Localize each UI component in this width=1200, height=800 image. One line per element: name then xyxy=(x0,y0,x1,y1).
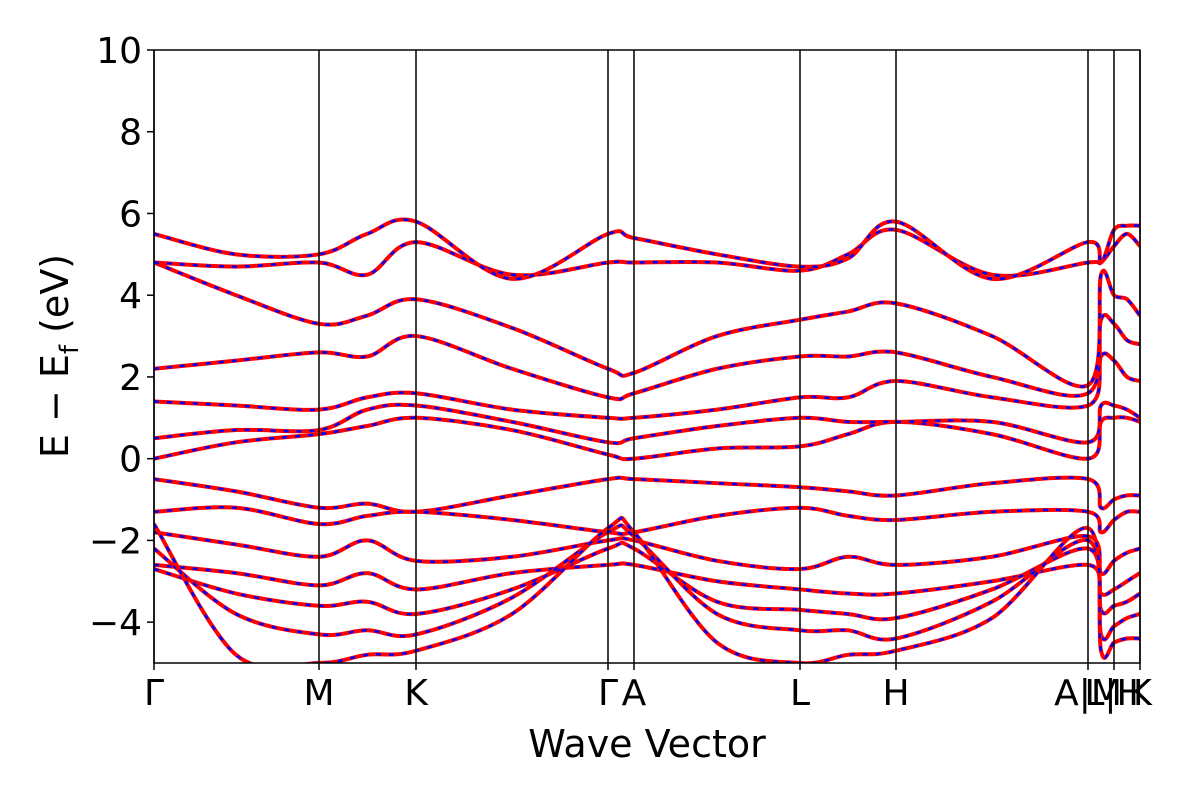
band-line xyxy=(154,351,1140,421)
y-tick-label: 8 xyxy=(119,113,142,154)
band-line-overlay xyxy=(154,261,1140,388)
x-tick-label: Γ xyxy=(598,673,618,714)
band-line-overlay xyxy=(154,352,1140,421)
y-label-main: E − E xyxy=(33,354,77,458)
x-axis-label: Wave Vector xyxy=(528,722,766,766)
band-line-overlay xyxy=(154,401,1140,445)
x-tick-label: M xyxy=(303,673,334,714)
band-line xyxy=(154,227,1140,278)
band-line xyxy=(154,515,1140,663)
y-label-sub: f xyxy=(55,344,85,354)
band-line-overlay xyxy=(154,228,1140,278)
band-line-overlay xyxy=(154,313,1140,401)
x-tick-label: K xyxy=(1128,673,1153,714)
band-line-overlay xyxy=(154,476,1140,514)
y-axis-label: E − Ef (eV) xyxy=(33,254,85,458)
y-tick-label: 10 xyxy=(96,31,142,72)
x-tick-label: Γ xyxy=(144,673,164,714)
band-line-overlay xyxy=(154,530,1140,576)
x-tick-label: A xyxy=(622,673,647,714)
plot-frame xyxy=(153,49,1141,664)
x-tick-label: K xyxy=(404,673,429,714)
x-tick-label: L xyxy=(790,673,810,714)
y-tick-label: 2 xyxy=(119,358,142,399)
y-tick-label: −2 xyxy=(89,521,142,562)
band-line xyxy=(154,312,1140,402)
bands xyxy=(154,217,1140,663)
band-line xyxy=(154,217,1140,281)
y-tick-label: 4 xyxy=(119,276,142,317)
band-line-overlay xyxy=(154,541,1140,621)
x-tick-label: L|H xyxy=(1084,673,1143,714)
band-line-overlay xyxy=(154,516,1140,663)
y-tick-label: −4 xyxy=(89,603,142,644)
y-label-unit: (eV) xyxy=(33,254,77,345)
y-tick-label: 6 xyxy=(119,194,142,235)
band-line-overlay xyxy=(154,506,1140,536)
y-tick-label: 0 xyxy=(119,440,142,481)
band-line-overlay xyxy=(154,218,1140,281)
x-tick-label: H xyxy=(882,673,909,714)
x-tick-label: A|M xyxy=(1054,673,1122,714)
